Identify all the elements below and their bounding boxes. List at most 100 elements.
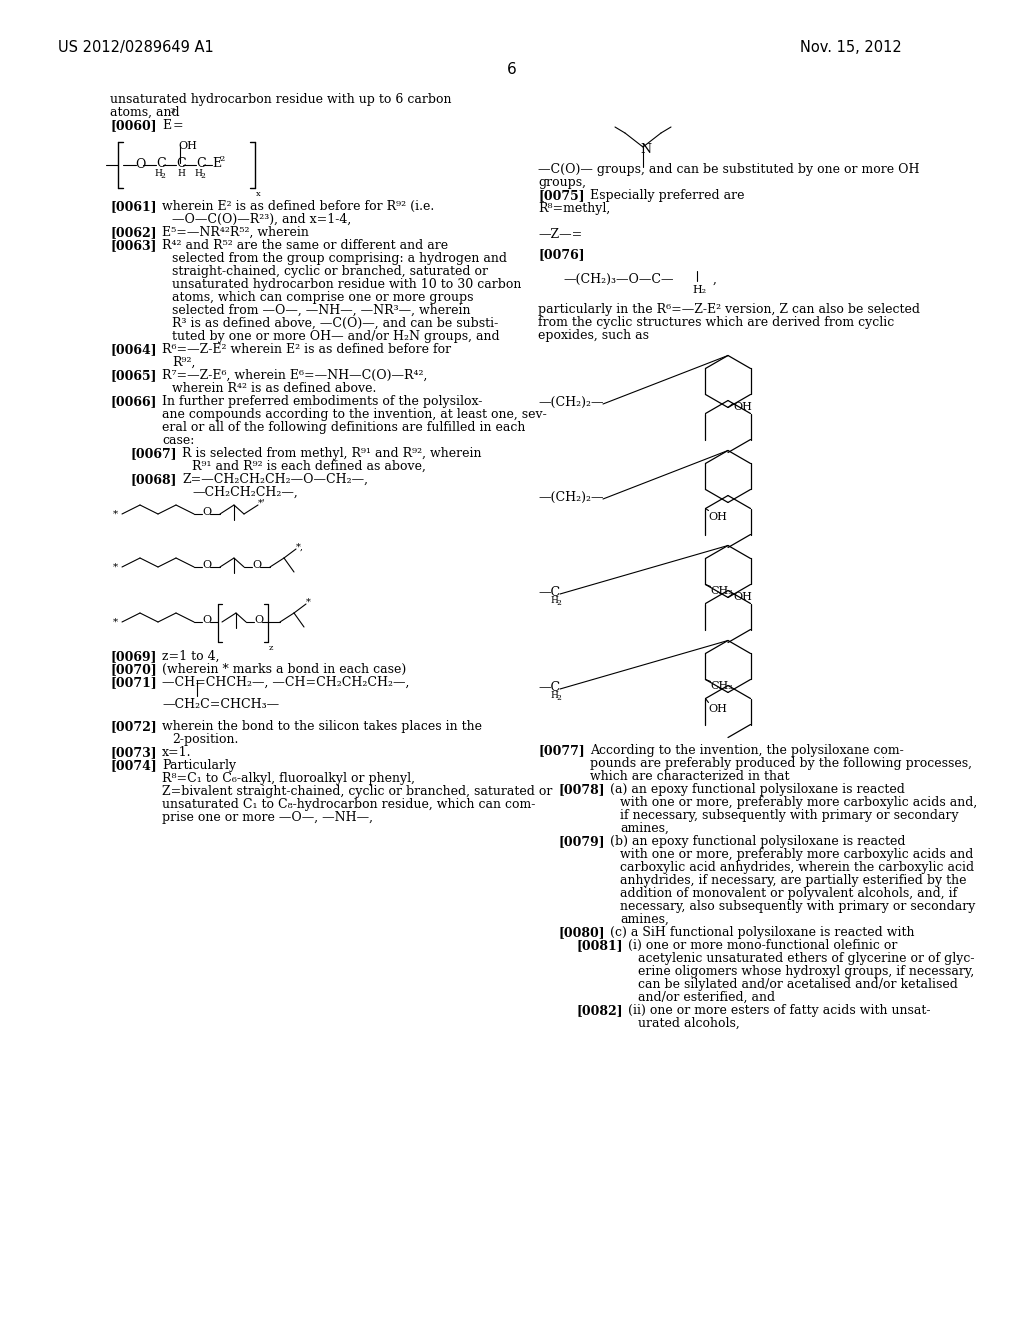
Text: Z=—CH₂CH₂CH₂—O—CH₂—,: Z=—CH₂CH₂CH₂—O—CH₂—, [182, 473, 368, 486]
Text: 6: 6 [507, 62, 517, 77]
Text: OH: OH [178, 141, 197, 150]
Text: atoms, which can comprise one or more groups: atoms, which can comprise one or more gr… [172, 290, 473, 304]
Text: H₂: H₂ [692, 285, 707, 294]
Text: anhydrides, if necessary, are partially esterified by the: anhydrides, if necessary, are partially … [620, 874, 967, 887]
Text: E: E [162, 119, 171, 132]
Text: [0071]: [0071] [110, 676, 157, 689]
Text: which are characterized in that: which are characterized in that [590, 770, 790, 783]
Text: O: O [202, 507, 211, 517]
Text: 2-position.: 2-position. [172, 733, 239, 746]
Text: O: O [135, 158, 145, 172]
Text: wherein R⁴² is as defined above.: wherein R⁴² is as defined above. [172, 381, 377, 395]
Text: [0060]: [0060] [110, 119, 157, 132]
Text: (c) a SiH functional polysiloxane is reacted with: (c) a SiH functional polysiloxane is rea… [610, 927, 914, 939]
Text: H: H [154, 169, 162, 178]
Text: *: * [113, 618, 118, 627]
Text: carboxylic acid anhydrides, wherein the carboxylic acid: carboxylic acid anhydrides, wherein the … [620, 861, 974, 874]
Text: (a) an epoxy functional polysiloxane is reacted: (a) an epoxy functional polysiloxane is … [610, 783, 905, 796]
Text: 2: 2 [219, 154, 224, 162]
Text: selected from the group comprising: a hydrogen and: selected from the group comprising: a hy… [172, 252, 507, 265]
Text: selected from —O—, —NH—, —NR³—, wherein: selected from —O—, —NH—, —NR³—, wherein [172, 304, 470, 317]
Text: OH: OH [709, 704, 727, 714]
Text: —(CH₂)₂—: —(CH₂)₂— [538, 491, 603, 504]
Text: O: O [252, 560, 261, 570]
Text: 3: 3 [169, 107, 174, 115]
Text: groups,: groups, [538, 176, 586, 189]
Text: (wherein * marks a bond in each case): (wherein * marks a bond in each case) [162, 663, 407, 676]
Text: Nov. 15, 2012: Nov. 15, 2012 [800, 40, 902, 55]
Text: Particularly: Particularly [162, 759, 237, 772]
Text: if necessary, subsequently with primary or secondary: if necessary, subsequently with primary … [620, 809, 958, 822]
Text: —CH₂CH₂CH₂—,: —CH₂CH₂CH₂—, [193, 486, 298, 499]
Text: addition of monovalent or polyvalent alcohols, and, if: addition of monovalent or polyvalent alc… [620, 887, 957, 900]
Text: OH: OH [709, 512, 727, 521]
Text: US 2012/0289649 A1: US 2012/0289649 A1 [58, 40, 214, 55]
Text: [0066]: [0066] [110, 395, 157, 408]
Text: O: O [202, 560, 211, 570]
Text: unsaturated hydrocarbon residue with up to 6 carbon: unsaturated hydrocarbon residue with up … [110, 92, 452, 106]
Text: E: E [212, 157, 221, 170]
Text: 2: 2 [160, 172, 165, 180]
Text: According to the invention, the polysiloxane com-: According to the invention, the polysilo… [590, 744, 904, 756]
Text: straight-chained, cyclic or branched, saturated or: straight-chained, cyclic or branched, sa… [172, 265, 488, 279]
Text: Especially preferred are: Especially preferred are [590, 189, 744, 202]
Text: *,: *, [296, 543, 304, 552]
Text: R³ is as defined above, —C(O)—, and can be substi-: R³ is as defined above, —C(O)—, and can … [172, 317, 499, 330]
Text: wherein E² is as defined before for R⁹² (i.e.: wherein E² is as defined before for R⁹² … [162, 201, 434, 213]
Text: 2: 2 [200, 172, 205, 180]
Text: E⁵=—NR⁴²R⁵², wherein: E⁵=—NR⁴²R⁵², wherein [162, 226, 309, 239]
Text: [0062]: [0062] [110, 226, 157, 239]
Text: H: H [194, 169, 202, 178]
Text: —O—C(O)—R²³), and x=1-4,: —O—C(O)—R²³), and x=1-4, [172, 213, 351, 226]
Text: [0069]: [0069] [110, 649, 157, 663]
Text: —C(O)— groups, and can be substituted by one or more OH: —C(O)— groups, and can be substituted by… [538, 162, 920, 176]
Text: urated alcohols,: urated alcohols, [638, 1016, 739, 1030]
Text: —CH=CHCH₂—, —CH=CH₂CH₂CH₂—,: —CH=CHCH₂—, —CH=CH₂CH₂CH₂—, [162, 676, 410, 689]
Text: [0075]: [0075] [538, 189, 585, 202]
Text: [0070]: [0070] [110, 663, 157, 676]
Text: [0063]: [0063] [110, 239, 157, 252]
Text: 2: 2 [556, 599, 561, 607]
Text: (i) one or more mono-functional olefinic or: (i) one or more mono-functional olefinic… [628, 939, 897, 952]
Text: particularly in the R⁶=—Z-E² version, Z can also be selected: particularly in the R⁶=—Z-E² version, Z … [538, 304, 920, 315]
Text: [0068]: [0068] [130, 473, 176, 486]
Text: atoms, and: atoms, and [110, 106, 179, 119]
Text: epoxides, such as: epoxides, such as [538, 329, 649, 342]
Text: (b) an epoxy functional polysiloxane is reacted: (b) an epoxy functional polysiloxane is … [610, 836, 905, 847]
Text: [0078]: [0078] [558, 783, 604, 796]
Text: CH₃: CH₃ [711, 681, 733, 692]
Text: In further preferred embodiments of the polysilox-: In further preferred embodiments of the … [162, 395, 482, 408]
Text: Z=bivalent straight-chained, cyclic or branched, saturated or: Z=bivalent straight-chained, cyclic or b… [162, 785, 552, 799]
Text: wherein the bond to the silicon takes places in the: wherein the bond to the silicon takes pl… [162, 719, 482, 733]
Text: case:: case: [162, 434, 195, 447]
Text: x: x [256, 190, 261, 198]
Text: H: H [177, 169, 185, 178]
Text: *: * [306, 598, 311, 606]
Text: [0061]: [0061] [110, 201, 157, 213]
Text: can be silylated and/or acetalised and/or ketalised: can be silylated and/or acetalised and/o… [638, 978, 957, 991]
Text: C: C [196, 157, 206, 170]
Text: —C: —C [538, 586, 560, 599]
Text: N: N [640, 143, 651, 156]
Text: *': *' [258, 499, 265, 507]
Text: —CH₂C=CHCH₃—: —CH₂C=CHCH₃— [162, 698, 280, 711]
Text: [0077]: [0077] [538, 744, 585, 756]
Text: R⁹²,: R⁹², [172, 356, 196, 370]
Text: H: H [550, 597, 558, 605]
Text: =: = [173, 119, 183, 132]
Text: necessary, also subsequently with primary or secondary: necessary, also subsequently with primar… [620, 900, 976, 913]
Text: (ii) one or more esters of fatty acids with unsat-: (ii) one or more esters of fatty acids w… [628, 1005, 931, 1016]
Text: [0074]: [0074] [110, 759, 157, 772]
Text: —(CH₂)₃—O—C—: —(CH₂)₃—O—C— [563, 273, 674, 286]
Text: ,: , [713, 273, 717, 286]
Text: [0073]: [0073] [110, 746, 157, 759]
Text: C: C [176, 157, 185, 170]
Text: [0072]: [0072] [110, 719, 157, 733]
Text: [0064]: [0064] [110, 343, 157, 356]
Text: ane compounds according to the invention, at least one, sev-: ane compounds according to the invention… [162, 408, 547, 421]
Text: z=1 to 4,: z=1 to 4, [162, 649, 219, 663]
Text: R⁴² and R⁵² are the same or different and are: R⁴² and R⁵² are the same or different an… [162, 239, 449, 252]
Text: C: C [156, 157, 166, 170]
Text: unsaturated hydrocarbon residue with 10 to 30 carbon: unsaturated hydrocarbon residue with 10 … [172, 279, 521, 290]
Text: [0067]: [0067] [130, 447, 176, 459]
